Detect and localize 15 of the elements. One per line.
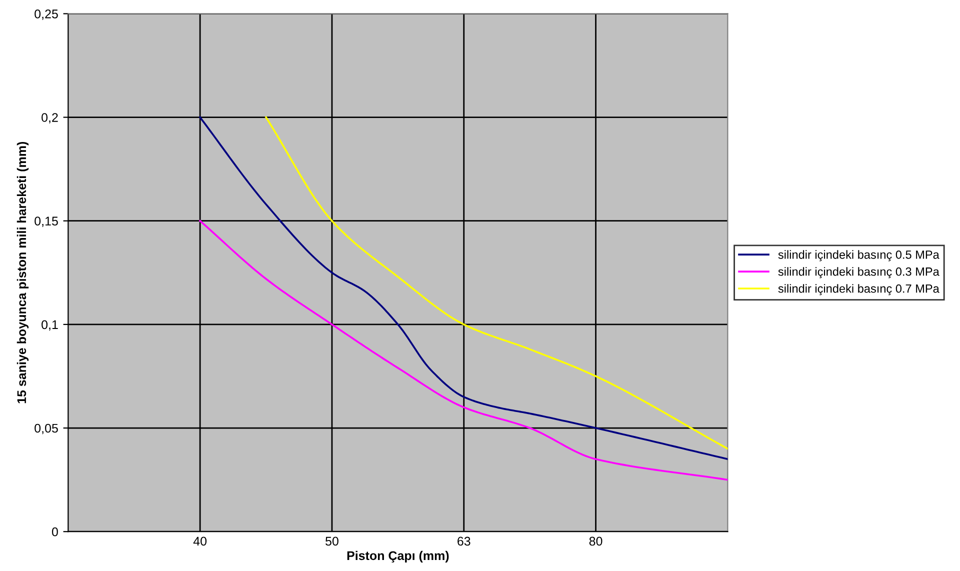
x-tick-label: 63 — [458, 536, 470, 546]
legend-label: silindir içindeki basınç 0.5 MPa — [778, 250, 940, 262]
y-tick-label: 0 — [52, 527, 58, 536]
x-tick-label: 50 — [326, 536, 338, 546]
x-axis-title: Piston Çapı (mm) — [347, 550, 449, 563]
y-tick-label: 0,1 — [42, 320, 58, 331]
y-axis-title: 15 saniye boyunca piston mili hareketi (mm) — [16, 142, 29, 404]
x-tick-label: 40 — [193, 536, 207, 546]
legend-label: silindir içindeki basınç 0.3 MPa — [778, 267, 940, 278]
y-tick-label: 0,2 — [42, 113, 58, 124]
x-tick-label: 80 — [589, 536, 602, 546]
y-tick-label: 0,05 — [34, 424, 58, 434]
y-tick-label: 0,15 — [34, 216, 58, 227]
legend-label: silindir içindeki basınç 0.7 MPa — [778, 284, 940, 296]
y-tick-label: 0,25 — [34, 10, 58, 20]
